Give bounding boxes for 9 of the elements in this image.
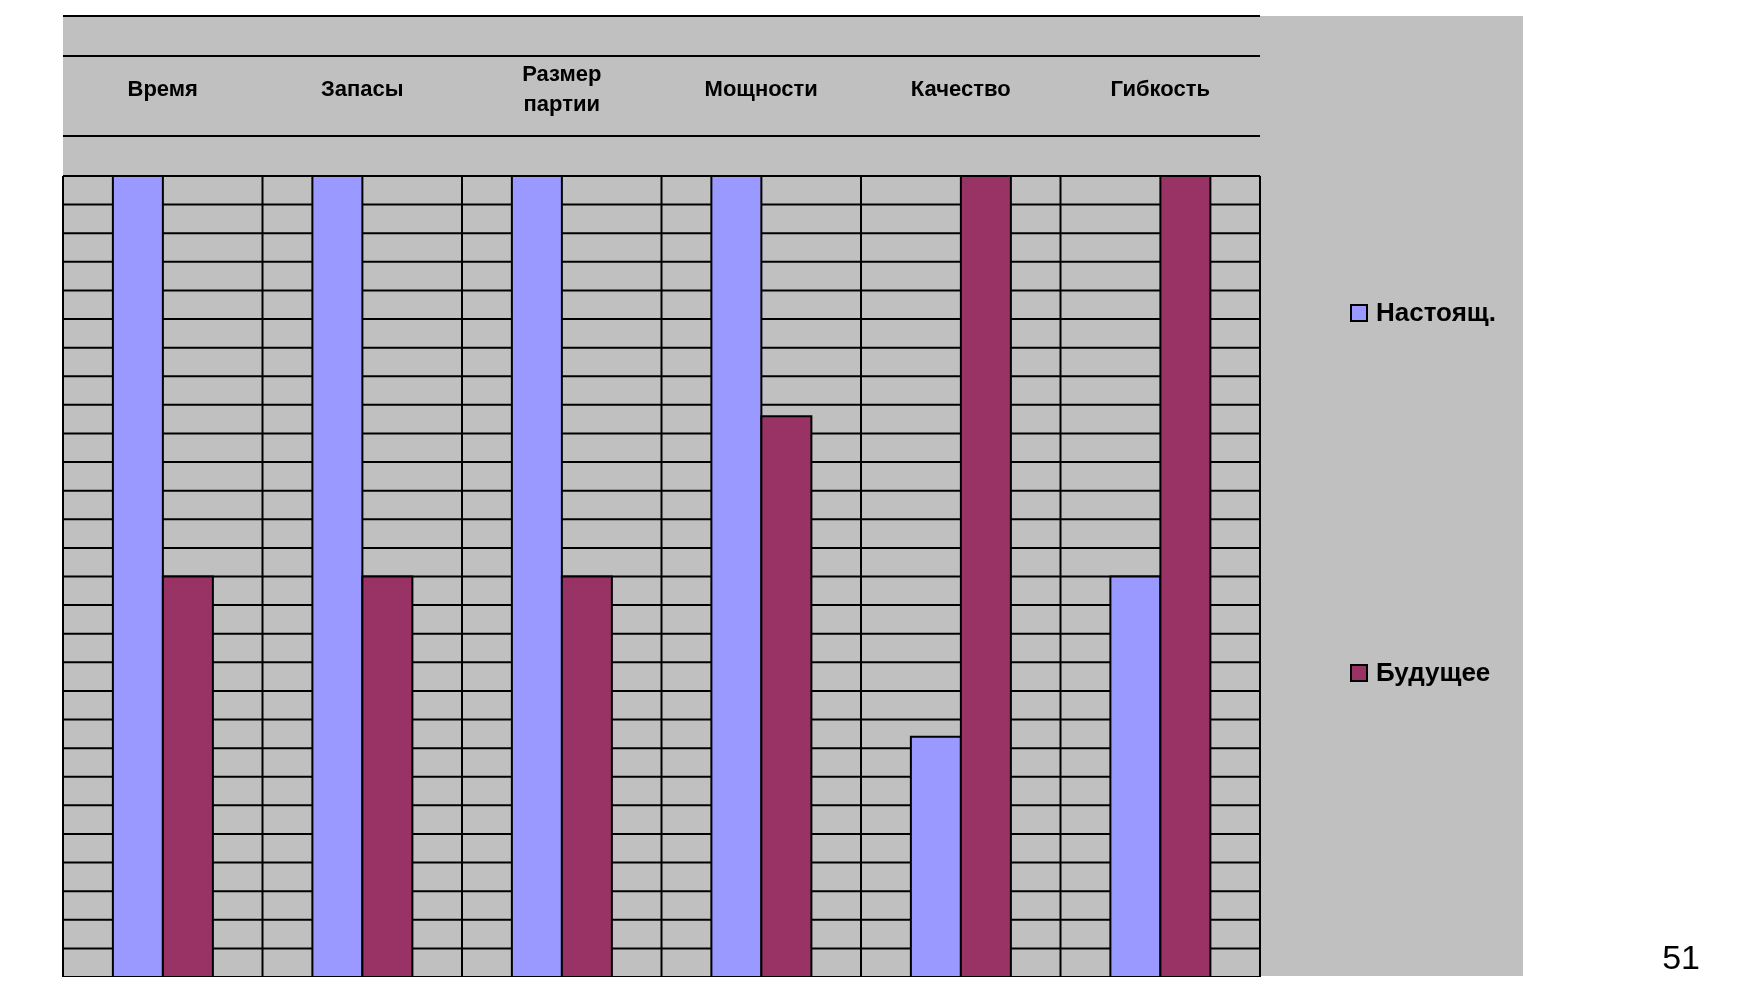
x-tick-label: Размер партии [522, 61, 602, 116]
legend-label: Настоящ. [1376, 297, 1496, 328]
x-tick-label: Качество [910, 76, 1011, 101]
x-tick-label: Время [127, 76, 198, 101]
text: 51 [1662, 938, 1700, 977]
x-tick-label: Запасы [320, 76, 404, 101]
x-tick-label: Мощности [704, 76, 818, 101]
x-tick-label: Гибкость [1110, 76, 1210, 101]
legend-label: Будущее [1376, 657, 1491, 688]
